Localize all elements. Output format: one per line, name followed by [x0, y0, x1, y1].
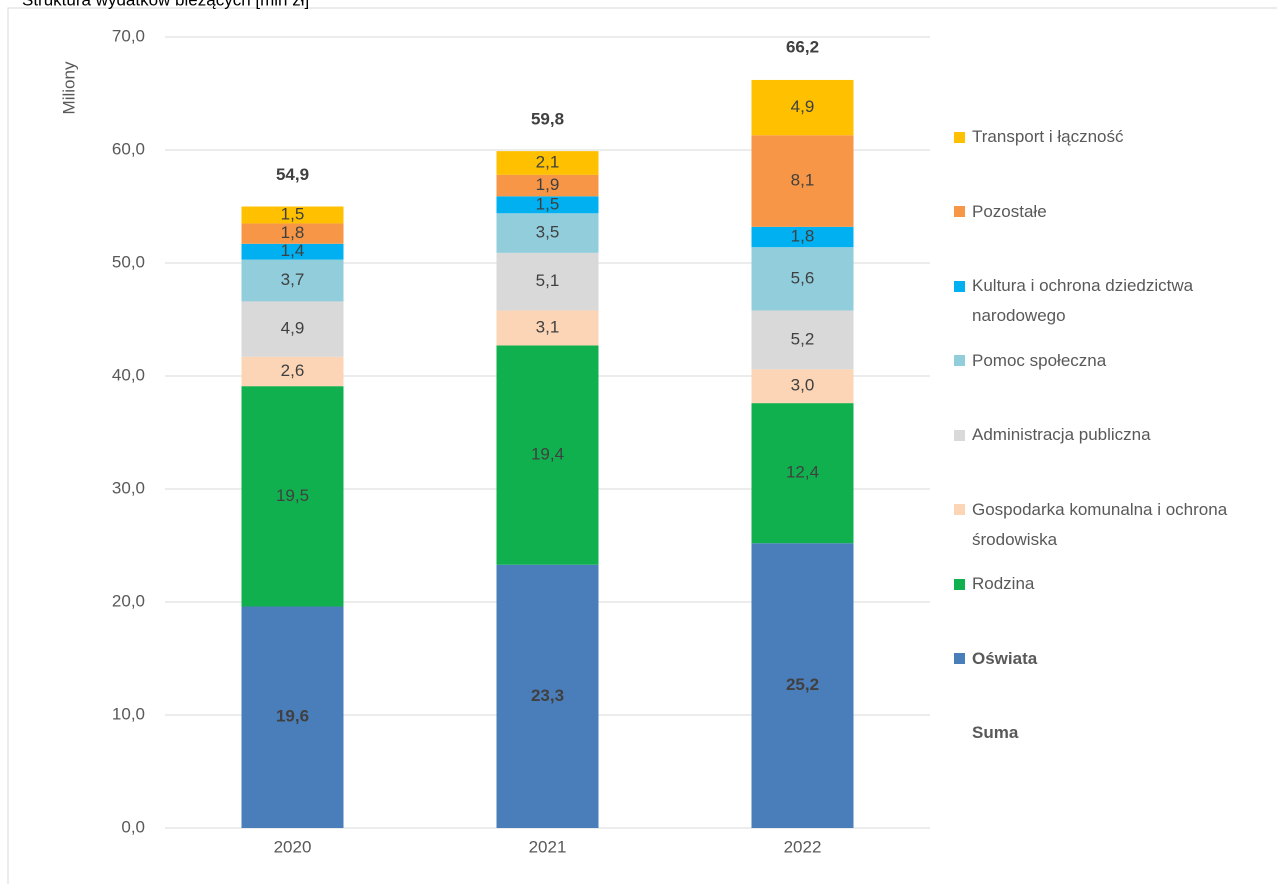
- total-label: 66,2: [786, 37, 819, 56]
- total-label: 54,9: [276, 165, 309, 184]
- legend-swatch: [954, 653, 965, 664]
- y-tick-label: 30,0: [112, 478, 145, 497]
- bar-segment: [241, 301, 344, 357]
- data-label: 5,2: [791, 329, 815, 348]
- data-label: 8,1: [791, 171, 815, 190]
- data-label: 4,9: [281, 319, 305, 338]
- y-tick-label: 40,0: [112, 365, 145, 384]
- data-label: 1,5: [281, 204, 305, 223]
- data-label: 4,9: [791, 97, 815, 116]
- bar-segment: [241, 606, 344, 828]
- bar-segment: [751, 543, 854, 828]
- bar-segment: [751, 310, 854, 370]
- y-tick-label: 20,0: [112, 591, 145, 610]
- legend-label: Administracja publiczna: [972, 425, 1151, 444]
- bar-segment: [496, 345, 599, 565]
- data-label: 1,8: [791, 226, 815, 245]
- bar-segment: [751, 135, 854, 227]
- data-label: 1,5: [536, 194, 560, 213]
- data-label: 3,1: [536, 317, 560, 336]
- bar-segment: [496, 151, 599, 175]
- y-tick-label: 0,0: [121, 817, 145, 836]
- bar-segment: [241, 386, 344, 607]
- data-label: 19,5: [276, 486, 309, 505]
- legend-label: Pozostałe: [972, 201, 1047, 221]
- data-label: 19,6: [276, 707, 309, 726]
- data-label: 5,1: [536, 271, 560, 290]
- legend-label: Transport i łączność: [972, 127, 1124, 146]
- legend-swatch: [954, 355, 965, 366]
- legend-swatch: [954, 578, 965, 590]
- x-tick-label: 2022: [784, 837, 822, 856]
- bar-segment: [751, 247, 854, 311]
- data-label: 12,4: [786, 463, 819, 482]
- legend-swatch: [954, 280, 965, 292]
- y-tick-label: 70,0: [112, 26, 145, 45]
- legend-swatch: [954, 429, 965, 441]
- data-label: 1,9: [536, 175, 560, 194]
- data-label: 23,3: [531, 686, 564, 705]
- data-label: 3,0: [791, 376, 815, 395]
- bar-segment: [496, 213, 599, 253]
- bar-segment: [241, 259, 344, 302]
- data-label: 2,6: [281, 361, 305, 380]
- bar-segment: [496, 310, 599, 346]
- data-label: 3,5: [536, 223, 560, 242]
- bar-segment: [751, 226, 854, 248]
- legend-label: Kultura i ochrona dziedzictwa narodowego: [972, 276, 1194, 325]
- data-label: 19,4: [531, 445, 564, 464]
- bar-segment: [751, 79, 854, 136]
- data-label: 25,2: [786, 675, 819, 694]
- data-label: 2,1: [536, 152, 560, 171]
- legend-label: Oświata: [972, 648, 1038, 668]
- bar-segment: [241, 206, 344, 224]
- x-tick-label: 2020: [274, 837, 312, 856]
- legend-label: Suma: [972, 723, 1019, 742]
- legend-label: Rodzina: [972, 574, 1035, 593]
- data-label: 3,7: [281, 270, 305, 289]
- data-label: 5,6: [791, 268, 815, 287]
- total-label: 59,8: [531, 110, 564, 129]
- bar-segment: [241, 243, 344, 260]
- bar-segment: [241, 223, 344, 244]
- bar-segment: [241, 356, 344, 387]
- bar-segment: [751, 369, 854, 404]
- chart-frame: [7, 7, 1277, 884]
- bar-segment: [496, 196, 599, 214]
- bar-segment: [496, 174, 599, 197]
- x-tick-label: 2021: [529, 837, 567, 856]
- legend-label: Gospodarka komunalna i ochrona środowisk…: [972, 499, 1228, 549]
- legend-swatch: [954, 206, 965, 217]
- y-axis-label: Miliony: [59, 61, 78, 114]
- data-label: 1,4: [281, 241, 305, 260]
- legend-swatch: [954, 131, 965, 143]
- data-label: 1,8: [281, 223, 305, 242]
- bar-segment: [496, 252, 599, 311]
- legend-swatch: [954, 504, 965, 515]
- chart-title: Struktura wydatków bieżących [mln zł]: [22, 0, 309, 9]
- bar-segment: [751, 403, 854, 544]
- y-tick-label: 60,0: [112, 139, 145, 158]
- legend-label: Pomoc społeczna: [972, 350, 1107, 370]
- y-tick-label: 10,0: [112, 704, 145, 723]
- y-tick-label: 50,0: [112, 252, 145, 271]
- bar-segment: [496, 564, 599, 828]
